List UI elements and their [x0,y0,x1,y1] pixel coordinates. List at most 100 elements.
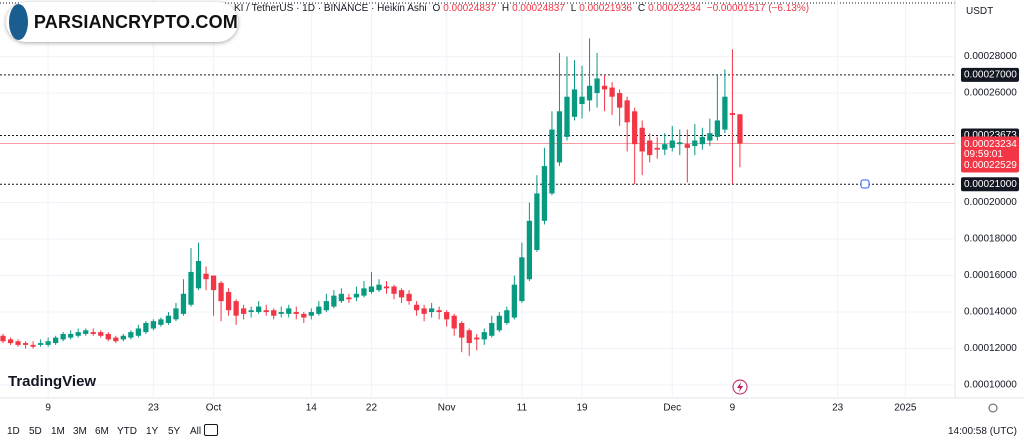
candle-body [474,337,480,340]
range-button[interactable]: 1D [7,426,20,437]
c-key: C [637,3,646,14]
candle-body [271,310,277,316]
candle-body [451,315,457,329]
x-tick-label: 19 [576,403,588,414]
x-tick-label: 9 [45,403,51,414]
candle-body [113,337,119,342]
candle-body [707,133,713,141]
candle-body [346,297,352,300]
candle-body [526,220,533,280]
candle-body [165,315,172,323]
o-key: O [432,3,441,14]
candle-body [278,312,284,314]
candle-body [632,111,638,145]
candle-body [241,308,247,314]
candle-body [564,96,570,137]
candle-body [504,310,510,323]
candle-body [699,136,705,145]
x-tick-label: Nov [438,403,456,414]
candle-body [338,293,345,302]
candle-body [105,333,111,340]
candle-body [579,96,585,105]
x-tick-label: 2025 [894,403,917,414]
price-line-label: 0.00023673 [964,130,1017,141]
candle-body [120,335,126,340]
last-price-label: 0.00023234 [964,139,1017,150]
price-line-label: 0.00027000 [964,69,1017,80]
alert-handle[interactable] [860,179,870,189]
candle-body [684,144,690,148]
candle-body [489,322,495,336]
candle-body [737,114,743,144]
watermark: PARSIANCRYPTO.COM [6,2,238,42]
candle-body [22,343,29,345]
candle-body [203,273,209,280]
event-icon[interactable] [732,379,748,395]
y-tick-label: 0.00016000 [964,270,1017,281]
clock: 14:00:58 (UTC) [948,426,1017,437]
candle-body [594,78,600,94]
range-button[interactable]: 3M [73,426,87,437]
x-tick-label: 23 [148,403,160,414]
x-tick-label: Dec [663,403,681,414]
candle-body [188,271,194,305]
candle-body [376,284,382,291]
candle-body [173,308,179,320]
candle-body [128,332,134,338]
candle-body [609,87,615,97]
candle-body [263,310,269,313]
chart: 0.00010000 0.00012000 0.00014000 0.00016000… [0,0,1024,414]
date-picker[interactable] [204,424,218,436]
o-val: 0.00024837 [443,3,497,14]
watermark-text: PARSIANCRYPTO.COM [33,11,238,32]
brand: TradingView [8,373,97,390]
range-button[interactable]: 5D [29,426,42,437]
price-line-box [961,67,1019,82]
x-tick-label: 14 [306,403,318,414]
candle-body [616,93,623,108]
watermark-logo [9,4,28,40]
candle-body [436,310,442,313]
candle-body [180,293,187,314]
candle-body [534,193,540,251]
candle-body [323,301,329,311]
candle-body [195,260,202,289]
candle-body [714,120,721,137]
candle-body [549,129,555,194]
candle-body [677,142,683,145]
candle-body [391,286,397,294]
candle-body [669,140,675,148]
l-val: 0.00021936 [579,3,633,14]
legend: KI / TetherUS · 1D · BINANCE · Heikin As… [14,3,815,14]
y-tick-label: 0.00028000 [964,51,1017,62]
candle-body [556,111,563,163]
candle-body [511,284,517,318]
range-button[interactable]: 1Y [146,426,159,437]
candle-body [53,337,59,344]
range-button[interactable]: 6M [95,426,109,437]
candle-body [639,127,645,152]
candle-body [398,290,405,298]
range-button[interactable]: 1M [51,426,65,437]
price-line-box [961,177,1019,192]
range-button[interactable]: All [190,426,202,437]
candle-body [316,306,322,314]
range-button[interactable]: YTD [117,426,137,437]
currency[interactable]: USDT [966,6,994,17]
candle-body [68,333,74,338]
candle-body [466,330,472,344]
candle-body [692,140,698,146]
price-line-label: 0.00021000 [964,179,1017,190]
candle-body [90,332,96,334]
y-tick-label: 0.00010000 [964,380,1017,391]
candle-body [15,341,21,345]
settings-icon[interactable] [988,403,998,413]
h-key: H [501,3,510,14]
c-val: 0.00023234 [648,3,701,14]
range-button[interactable]: 5Y [168,426,181,437]
candle-body [571,89,578,117]
candle-body [624,100,630,123]
event-bolt [737,382,743,392]
candle-body [45,341,51,345]
